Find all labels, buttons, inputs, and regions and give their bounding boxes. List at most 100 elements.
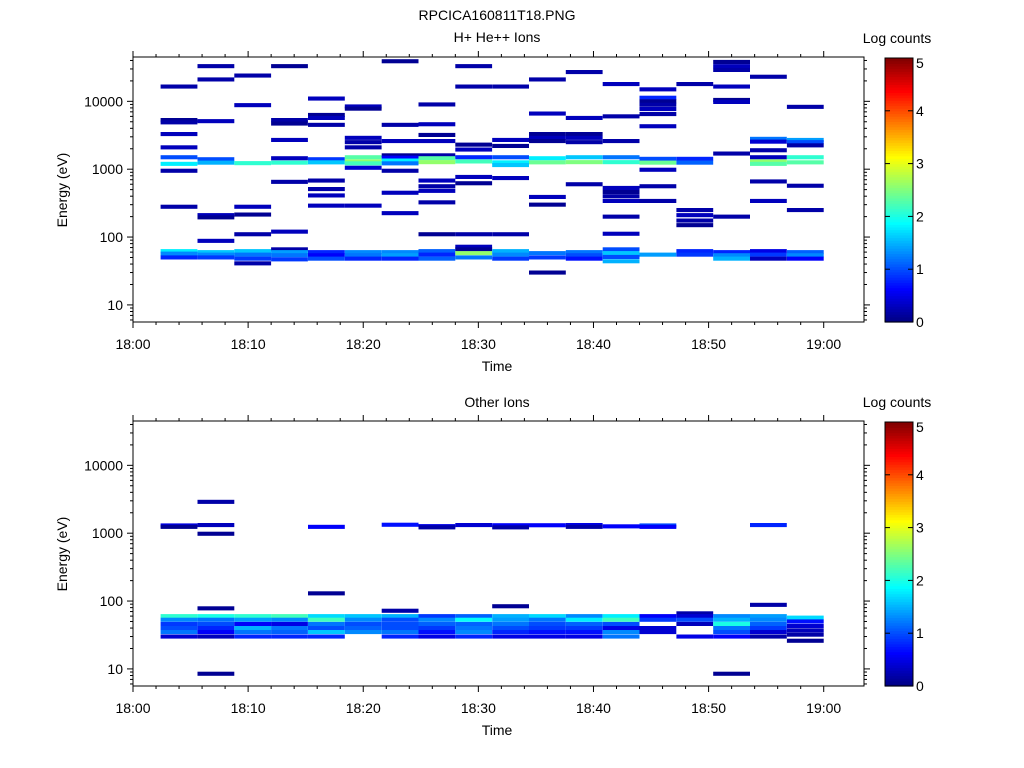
heatmap-cell bbox=[381, 153, 419, 158]
heatmap-cell bbox=[602, 185, 640, 190]
heatmap-cell bbox=[529, 626, 566, 631]
colorbar-segment bbox=[885, 279, 913, 283]
heatmap-cell bbox=[565, 132, 603, 137]
heatmap-cell bbox=[160, 524, 198, 529]
colorbar-segment bbox=[885, 458, 913, 463]
colorbar-segment bbox=[885, 564, 913, 568]
heatmap-cell bbox=[160, 621, 198, 626]
heatmap-cell bbox=[602, 524, 640, 529]
heatmap-cell bbox=[271, 630, 308, 635]
heatmap-cell bbox=[602, 630, 640, 635]
heatmap-cell bbox=[676, 617, 714, 622]
colorbar-segment bbox=[885, 87, 913, 91]
heatmap-cell bbox=[271, 179, 308, 184]
colorbar-segment bbox=[885, 620, 913, 624]
heatmap-cell bbox=[639, 614, 677, 619]
heatmap-cell bbox=[344, 250, 382, 255]
heatmap-cell bbox=[676, 82, 714, 87]
heatmap-cell bbox=[308, 178, 345, 183]
x-tick-label: 18:00 bbox=[115, 700, 150, 716]
heatmap-cell bbox=[713, 614, 750, 619]
heatmap-cell bbox=[418, 184, 456, 189]
heatmap-cell bbox=[750, 198, 787, 203]
colorbar-segment bbox=[885, 102, 913, 107]
colorbar-segment bbox=[885, 84, 913, 88]
heatmap-cell bbox=[234, 617, 272, 622]
heatmap-cell bbox=[234, 252, 272, 257]
colorbar-segment bbox=[885, 73, 913, 78]
colorbar-segment bbox=[885, 625, 913, 629]
colorbar-segment bbox=[885, 635, 913, 640]
heatmap-cell bbox=[418, 630, 456, 635]
heatmap-cell bbox=[750, 602, 787, 607]
colorbar-segment bbox=[885, 118, 913, 122]
heatmap-cell bbox=[750, 621, 787, 626]
heatmap-cell bbox=[750, 155, 787, 160]
heatmap-cell bbox=[602, 231, 640, 236]
colorbar-segment bbox=[885, 514, 913, 518]
colorbar-segment bbox=[885, 490, 913, 494]
colorbar-segment bbox=[885, 575, 913, 579]
colorbar-segment bbox=[885, 546, 913, 550]
heatmap-cell bbox=[308, 617, 345, 622]
heatmap-cell bbox=[381, 250, 419, 255]
colorbar-segment bbox=[885, 612, 913, 616]
heatmap-cell bbox=[565, 160, 603, 165]
heatmap-cell bbox=[308, 122, 345, 127]
heatmap-cell bbox=[308, 621, 345, 626]
heatmap-cell bbox=[639, 156, 677, 161]
heatmap-cell bbox=[492, 137, 529, 142]
heatmap-cell bbox=[676, 634, 714, 639]
colorbar-segment bbox=[885, 245, 913, 249]
colorbar-segment bbox=[885, 609, 913, 613]
heatmap-cell bbox=[602, 259, 640, 264]
heatmap-cell bbox=[713, 84, 750, 89]
heatmap-cell bbox=[639, 630, 677, 635]
heatmap-cell bbox=[639, 112, 677, 117]
heatmap-cell bbox=[197, 64, 235, 69]
heatmap-cell bbox=[639, 95, 677, 100]
colorbar-segment bbox=[885, 184, 913, 188]
heatmap-cell bbox=[160, 132, 198, 137]
heatmap-cell bbox=[602, 194, 640, 199]
colorbar-segment bbox=[885, 216, 913, 220]
heatmap-cell bbox=[344, 140, 382, 145]
heatmap-cell bbox=[455, 626, 493, 631]
colorbar-segment bbox=[885, 311, 913, 315]
heatmap-cell bbox=[271, 156, 308, 161]
heatmap-cell bbox=[234, 212, 272, 217]
heatmap-cell bbox=[160, 155, 198, 160]
heatmap-cell bbox=[713, 151, 750, 156]
colorbar-segment bbox=[885, 150, 913, 154]
heatmap-cell bbox=[786, 143, 824, 148]
heatmap-cell bbox=[234, 626, 272, 631]
colorbar-segment bbox=[885, 131, 913, 136]
colorbar-segment bbox=[885, 633, 913, 637]
colorbar-segment bbox=[885, 670, 913, 674]
heatmap-cell bbox=[234, 249, 272, 254]
heatmap-cell bbox=[786, 137, 824, 142]
x-tick-label: 18:50 bbox=[691, 700, 726, 716]
x-tick-label: 18:30 bbox=[461, 700, 496, 716]
heatmap-cell bbox=[455, 232, 493, 237]
heatmap-cell bbox=[750, 256, 787, 261]
colorbar-segment bbox=[885, 208, 913, 212]
heatmap-cell bbox=[565, 630, 603, 635]
heatmap-cell bbox=[271, 257, 308, 262]
heatmap-cell bbox=[160, 255, 198, 260]
heatmap-cell bbox=[381, 211, 419, 216]
heatmap-cell bbox=[713, 99, 750, 104]
heatmap-cell bbox=[344, 614, 382, 619]
heatmap-cell bbox=[271, 253, 308, 258]
colorbar-segment bbox=[885, 649, 913, 653]
heatmap-cell bbox=[565, 115, 603, 120]
heatmap-cell bbox=[639, 124, 677, 129]
heatmap-cell bbox=[197, 119, 235, 124]
heatmap-cell bbox=[271, 229, 308, 234]
heatmap-cell bbox=[308, 626, 345, 631]
colorbar-segment bbox=[885, 540, 913, 545]
heatmap-cell bbox=[197, 157, 235, 162]
colorbar-segment bbox=[885, 153, 913, 157]
heatmap-cell bbox=[786, 104, 824, 109]
colorbar-segment bbox=[885, 68, 913, 72]
